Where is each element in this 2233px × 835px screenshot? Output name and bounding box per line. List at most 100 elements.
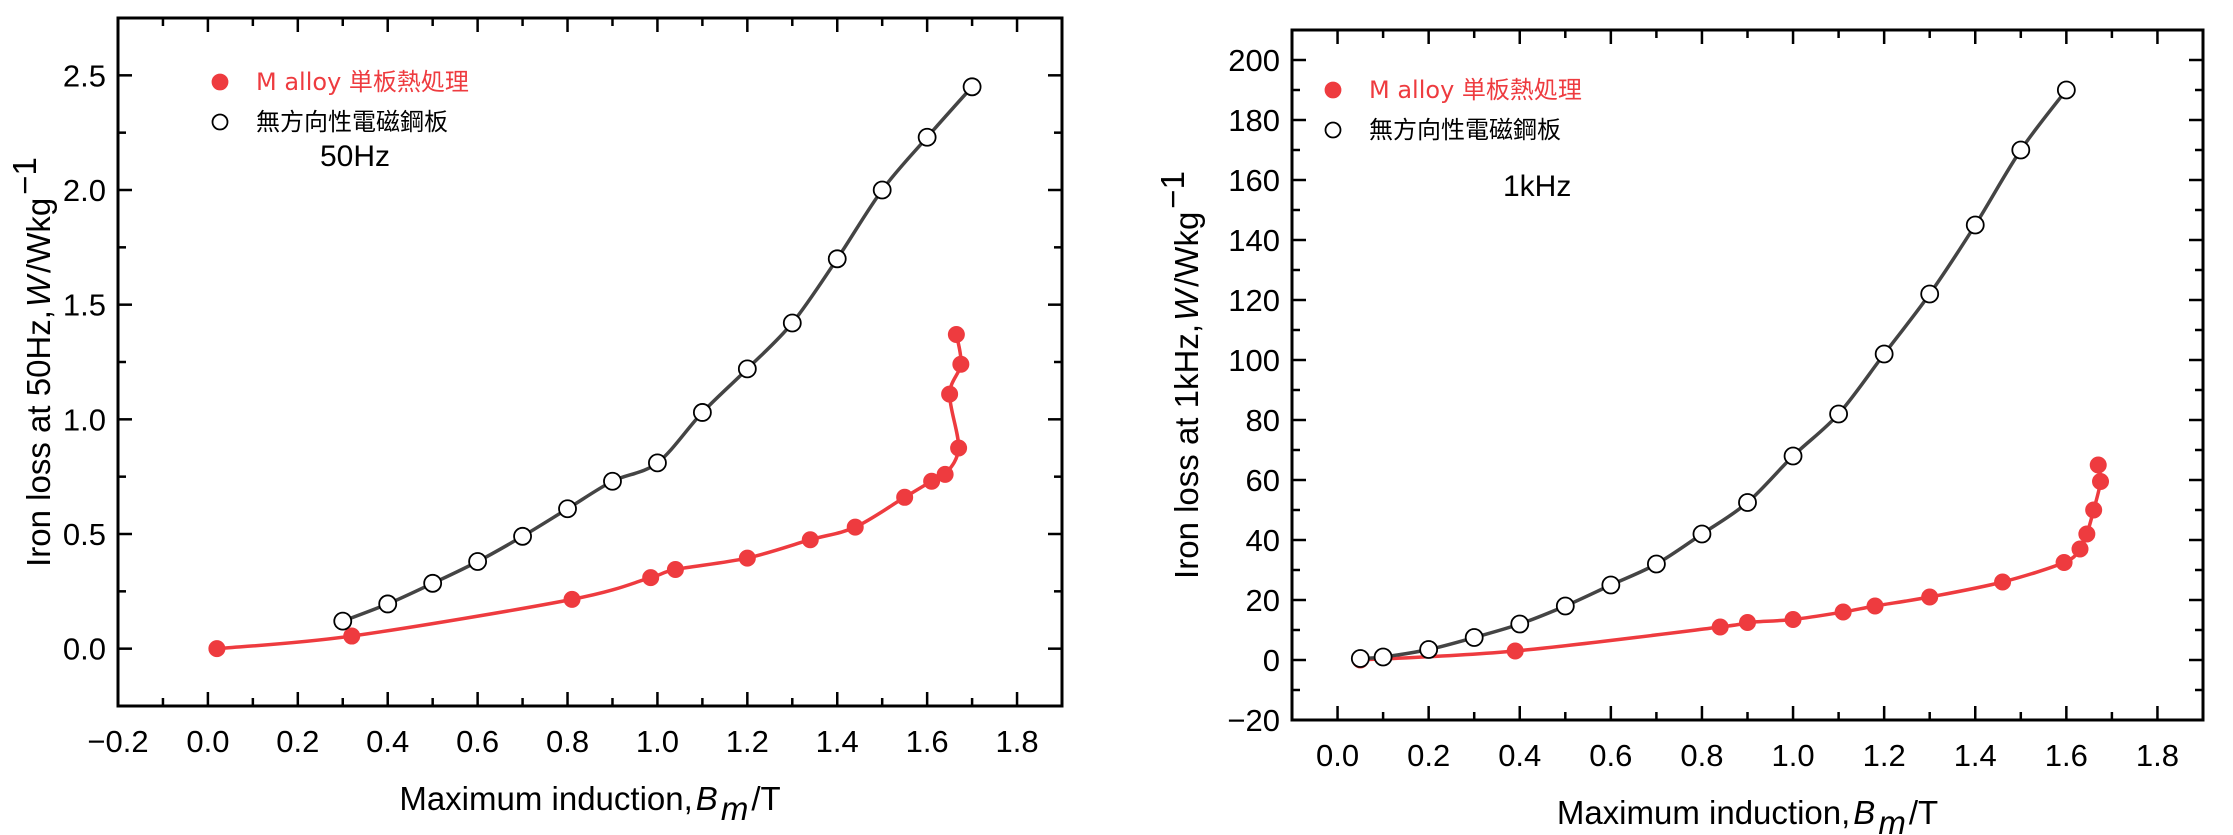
data-point bbox=[1510, 614, 1530, 634]
data-point bbox=[1784, 611, 1802, 628]
data-point bbox=[827, 249, 847, 269]
data-point bbox=[1874, 344, 1894, 364]
x-tick-label: 1.6 bbox=[2045, 738, 2088, 773]
x-tick-label: 1.4 bbox=[816, 724, 859, 759]
data-point bbox=[1738, 493, 1757, 512]
data-point bbox=[423, 573, 443, 593]
data-point bbox=[1829, 404, 1848, 424]
x-tick-label: 1.0 bbox=[1771, 738, 1814, 773]
data-point bbox=[872, 180, 892, 200]
data-point bbox=[1965, 215, 1985, 235]
x-tick-label: 0.8 bbox=[546, 724, 589, 759]
data-point bbox=[2089, 456, 2107, 474]
x-axis-title-sub: m bbox=[1878, 804, 1906, 835]
plot-frame bbox=[1290, 28, 2205, 722]
data-point bbox=[1350, 649, 1370, 668]
data-point bbox=[1506, 642, 1524, 660]
data-point bbox=[692, 403, 712, 422]
x-axis-title-sub: m bbox=[721, 790, 749, 827]
series-line bbox=[342, 85, 974, 623]
y-axis-title-sup: −1 bbox=[6, 157, 43, 195]
x-tick-label: 1.0 bbox=[636, 724, 679, 759]
y-tick-label: 1.0 bbox=[63, 402, 106, 437]
y-tick-label: 200 bbox=[1228, 43, 1280, 78]
x-tick-label: 1.6 bbox=[906, 724, 949, 759]
data-point bbox=[2085, 501, 2103, 519]
y-tick-label: 80 bbox=[1246, 403, 1280, 438]
x-axis-title-var: B bbox=[696, 780, 718, 817]
legend-label: 無方向性電磁鋼板 bbox=[256, 108, 448, 136]
x-axis-title-suffix: /T bbox=[751, 780, 780, 817]
data-point bbox=[208, 640, 226, 658]
data-point bbox=[1866, 597, 1884, 615]
x-tick-label: 1.8 bbox=[995, 724, 1038, 759]
y-tick-label: 0.0 bbox=[63, 632, 106, 667]
y-tick-label: 120 bbox=[1228, 283, 1280, 318]
data-point bbox=[1692, 524, 1712, 544]
x-tick-label: 0.8 bbox=[1680, 738, 1723, 773]
x-tick-label: 0.6 bbox=[1589, 738, 1632, 773]
y-tick-label: 0.5 bbox=[63, 517, 106, 552]
data-point bbox=[1834, 603, 1852, 621]
data-point bbox=[343, 627, 361, 645]
x-tick-label: 0.2 bbox=[276, 724, 319, 759]
data-point bbox=[941, 385, 959, 403]
frequency-annotation: 50Hz bbox=[320, 140, 390, 173]
data-point bbox=[558, 499, 577, 519]
data-point bbox=[603, 471, 622, 491]
legend-marker bbox=[211, 113, 229, 131]
legend-marker bbox=[1324, 121, 1342, 139]
frequency-annotation: 1kHz bbox=[1503, 170, 1571, 203]
data-point bbox=[513, 526, 532, 546]
data-point bbox=[896, 488, 914, 506]
data-point bbox=[1419, 640, 1439, 659]
y-tick-label: 160 bbox=[1228, 163, 1280, 198]
data-point bbox=[2078, 525, 2096, 543]
data-point bbox=[952, 355, 970, 373]
data-point bbox=[947, 325, 965, 343]
y-tick-label: 100 bbox=[1228, 343, 1280, 378]
data-point bbox=[468, 552, 488, 571]
data-point bbox=[846, 518, 864, 536]
y-axis-title-suffix: /Wkg bbox=[1168, 212, 1205, 287]
legend-label: 無方向性電磁鋼板 bbox=[1369, 116, 1561, 144]
y-axis-title-suffix: /Wkg bbox=[20, 198, 57, 273]
x-tick-label: −0.2 bbox=[87, 724, 148, 759]
data-point bbox=[1601, 575, 1621, 595]
data-point bbox=[782, 313, 802, 333]
x-axis-title-prefix: Maximum induction, bbox=[1557, 794, 1850, 831]
data-point bbox=[950, 439, 968, 457]
legend-marker bbox=[1324, 81, 1342, 99]
y-axis-title-var: W bbox=[1168, 287, 1205, 321]
data-point bbox=[917, 127, 937, 147]
data-point bbox=[1555, 596, 1575, 616]
y-axis-title-sup: −1 bbox=[1154, 171, 1191, 209]
data-point bbox=[2092, 473, 2110, 490]
data-point bbox=[923, 472, 941, 490]
x-tick-label: 0.2 bbox=[1407, 738, 1450, 773]
data-point bbox=[962, 77, 982, 97]
data-point bbox=[642, 569, 660, 587]
x-tick-label: 0.4 bbox=[366, 724, 409, 759]
data-point bbox=[648, 453, 667, 473]
y-tick-label: 2.5 bbox=[63, 58, 106, 93]
data-point bbox=[2056, 80, 2076, 100]
data-point bbox=[333, 611, 353, 631]
series-line bbox=[216, 334, 963, 651]
y-tick-label: 140 bbox=[1228, 223, 1280, 258]
y-tick-label: 0 bbox=[1263, 643, 1280, 678]
data-point bbox=[2055, 554, 2073, 571]
data-point bbox=[1783, 446, 1803, 466]
y-axis-title-prefix: Iron loss at 50Hz, bbox=[20, 310, 57, 567]
legend-label: M alloy 単板熱処理 bbox=[256, 68, 469, 96]
data-point bbox=[1994, 573, 2012, 591]
x-axis-title-suffix: /T bbox=[1909, 794, 1938, 831]
legend-marker bbox=[211, 73, 229, 91]
data-point bbox=[666, 561, 684, 579]
legend-label: M alloy 単板熱処理 bbox=[1369, 76, 1582, 104]
data-point bbox=[2011, 140, 2031, 160]
x-axis-title-var: B bbox=[1853, 794, 1875, 831]
